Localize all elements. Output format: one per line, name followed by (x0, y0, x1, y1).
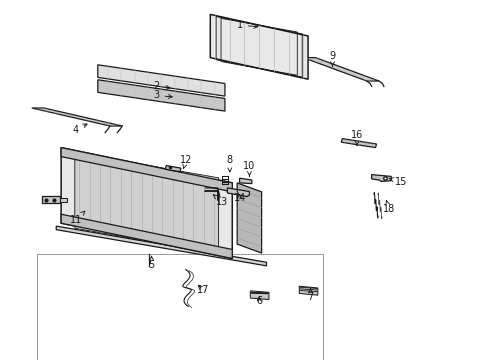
Text: 18: 18 (382, 201, 394, 214)
Text: 4: 4 (73, 124, 87, 135)
Polygon shape (98, 80, 224, 111)
Polygon shape (61, 148, 232, 258)
Polygon shape (61, 214, 232, 258)
Polygon shape (210, 14, 307, 79)
Polygon shape (237, 183, 261, 253)
Text: 1: 1 (236, 20, 257, 30)
Text: 7: 7 (307, 289, 313, 302)
Text: 13: 13 (213, 195, 228, 207)
Text: 16: 16 (350, 130, 363, 145)
Text: 6: 6 (256, 296, 262, 306)
Polygon shape (98, 65, 224, 96)
Text: 8: 8 (226, 155, 232, 172)
Bar (41, 196, 60, 203)
Text: 11: 11 (69, 211, 84, 225)
Polygon shape (371, 175, 390, 181)
Bar (60, 198, 67, 202)
Text: 15: 15 (388, 177, 407, 187)
Polygon shape (75, 153, 218, 253)
Text: 9: 9 (329, 51, 335, 66)
Polygon shape (299, 286, 317, 295)
Polygon shape (32, 108, 122, 126)
Bar (37, 254, 322, 360)
Polygon shape (165, 166, 181, 172)
Polygon shape (303, 58, 378, 81)
Text: 5: 5 (148, 256, 154, 270)
Polygon shape (61, 148, 232, 192)
Text: 12: 12 (179, 155, 192, 168)
Polygon shape (341, 139, 376, 148)
Text: 2: 2 (153, 81, 169, 91)
Text: 17: 17 (196, 285, 209, 295)
Polygon shape (56, 226, 266, 266)
Polygon shape (250, 291, 268, 300)
Text: 10: 10 (243, 161, 255, 176)
Text: 3: 3 (153, 90, 172, 100)
Polygon shape (239, 178, 251, 184)
Polygon shape (227, 188, 249, 197)
Text: 14: 14 (233, 193, 245, 203)
